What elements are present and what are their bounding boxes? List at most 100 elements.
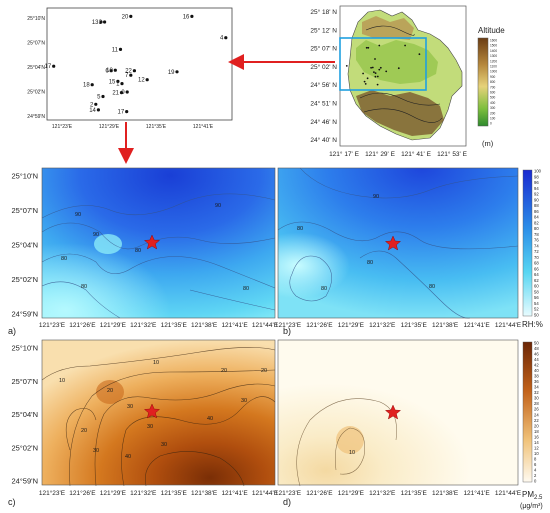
topo-mountains xyxy=(356,90,444,136)
pm-colorbar-values: 5048464442403836343230282624222018161412… xyxy=(534,341,539,484)
station-dot xyxy=(125,110,129,114)
altitude-tick-label: 100 xyxy=(490,117,496,121)
station-label: 6 xyxy=(105,69,109,75)
topo-station-dot xyxy=(374,58,376,60)
station-label: 1 xyxy=(116,82,120,88)
site-star-c xyxy=(143,403,161,419)
panel-a-label: a) xyxy=(8,326,16,336)
lon-tick-label: 121°44'E xyxy=(495,489,522,497)
station-dot xyxy=(99,20,103,24)
colorbar-tick-label: 42 xyxy=(534,363,539,368)
colorbar-tick-label: 24 xyxy=(534,412,539,417)
colorbar-tick-label: 68 xyxy=(534,261,539,266)
station-dot xyxy=(103,20,107,24)
pm-unit-label: PM2.5 xyxy=(522,490,543,501)
lon-tick-label: 121°38'E xyxy=(432,489,459,497)
contour-line xyxy=(65,408,97,451)
altitude-tick-label: 600 xyxy=(490,91,496,95)
lat-tick-label: 24°59'N xyxy=(11,310,38,319)
topo-station-dot xyxy=(345,65,348,67)
lat-tick-label: 24°59'N xyxy=(27,114,45,120)
contour-label: 20 xyxy=(107,388,113,394)
lon-tick-label: 121°23'E xyxy=(52,124,73,130)
colorbar-tick-label: 22 xyxy=(534,418,539,423)
site-star-d xyxy=(384,404,402,420)
topo-lon-axis: 121° 17' E 121° 29' E 121° 41' E 121° 53' E xyxy=(329,150,468,158)
contour-line xyxy=(121,396,276,487)
colorbar-tick-label: 96 xyxy=(534,180,539,185)
station-label: 14 xyxy=(89,108,96,114)
lon-tick-label: 121°23'E xyxy=(275,489,302,497)
rh-colorbar-gradient xyxy=(522,169,533,317)
altitude-legend-values: 1600150014001300120011001000900800700600… xyxy=(490,39,497,126)
colorbar-tick-label: 88 xyxy=(534,203,539,208)
contour-label: 10 xyxy=(153,360,159,366)
station-dot xyxy=(52,64,56,68)
station-map-lon-axis: 121°23'E 121°29'E 121°35'E 121°41'E xyxy=(52,124,214,130)
lon-tick-label: 121°23'E xyxy=(39,489,66,497)
panel-a-lon-axis: 121°23'E 121°26'E 121°29'E 121°32'E 121°35'E… xyxy=(39,321,279,329)
topo-station-dot xyxy=(363,80,366,83)
station-dot xyxy=(120,82,124,86)
lon-tick-label: 121°32'E xyxy=(130,489,157,497)
lat-tick-label: 25°10'N xyxy=(11,344,38,353)
topo-station-dot xyxy=(385,70,388,73)
altitude-tick-label: 1300 xyxy=(490,54,497,58)
contour-line xyxy=(145,451,245,487)
lat-tick-label: 25°07'N xyxy=(27,41,45,47)
lon-tick-label: 121°26'E xyxy=(306,321,333,329)
contour-line xyxy=(41,281,121,319)
altitude-tick-label: 300 xyxy=(490,106,496,110)
altitude-tick-label: 1200 xyxy=(490,59,497,63)
lon-tick-label: 121°41'E xyxy=(221,321,248,329)
contour-label: 80 xyxy=(135,248,141,254)
colorbar-tick-label: 80 xyxy=(534,226,539,231)
panel-d: 10 121°23'E 121°26'E 121°29'E 121°32'E 121°3… xyxy=(275,339,522,507)
topo-station-dot xyxy=(362,72,364,75)
contour-label: 20 xyxy=(81,428,87,434)
lon-tick-label: 121°23'E xyxy=(39,321,66,329)
colorbar-tick-label: 52 xyxy=(534,307,539,312)
station-dot xyxy=(190,14,194,18)
lat-tick-label: 24° 51' N xyxy=(310,100,337,108)
pm-unit-line2: (μg/m³) xyxy=(520,503,543,510)
lon-tick-label: 121° 41' E xyxy=(401,150,432,158)
station-label: 5 xyxy=(97,95,101,101)
station-label: 3 xyxy=(99,20,103,26)
altitude-tick-label: 1400 xyxy=(490,49,497,53)
lon-tick-label: 121°44'E xyxy=(252,489,279,497)
topo-station-dot xyxy=(418,53,421,56)
pm-unit-sub: 2.5 xyxy=(534,495,543,501)
lon-tick-label: 121°35'E xyxy=(401,489,428,497)
topo-hills xyxy=(362,16,414,40)
contour-line xyxy=(289,255,332,302)
topo-station-dot xyxy=(376,75,379,78)
station-dot xyxy=(90,83,94,87)
station-label: 7 xyxy=(125,73,129,79)
lat-tick-label: 25° 18' N xyxy=(310,8,337,16)
station-label: 22 xyxy=(125,69,132,75)
lon-tick-label: 121°38'E xyxy=(191,321,218,329)
panel-c-lon-axis: 121°23'E 121°26'E 121°29'E 121°32'E 121°35'E… xyxy=(39,489,279,497)
lon-tick-label: 121°23'E xyxy=(275,321,302,329)
colorbar-tick-label: 62 xyxy=(534,278,539,283)
topo-study-area-box xyxy=(339,37,427,91)
colorbar-tick-label: 84 xyxy=(534,215,539,220)
colorbar-tick-label: 92 xyxy=(534,192,539,197)
panel-c: 10 10 20 20 20 30 30 30 40 20 30 30 40 25°10'N 25°07'… xyxy=(8,339,279,507)
panel-a-low-spot xyxy=(94,234,122,254)
panel-b: 90 80 80 80 80 121°23'E 121°26'E 121°29'E 121°3… xyxy=(275,167,522,336)
lon-tick-label: 121°41'E xyxy=(221,489,248,497)
station-map-frame xyxy=(46,7,233,121)
contour-label: 80 xyxy=(429,284,435,290)
contour-label: 90 xyxy=(93,232,99,238)
topo-lowland xyxy=(356,40,438,84)
lon-tick-label: 121°32'E xyxy=(369,321,396,329)
lon-tick-label: 121°29'E xyxy=(338,321,365,329)
panel-c-label: c) xyxy=(8,497,16,507)
lat-tick-label: 25°10'N xyxy=(11,172,38,181)
lat-tick-label: 25° 07' N xyxy=(310,45,337,53)
altitude-tick-label: 900 xyxy=(490,75,496,79)
rh-colorbar-values: 1009896949290888684828078767472706866646… xyxy=(534,169,542,318)
station-label: 9 xyxy=(121,90,125,96)
